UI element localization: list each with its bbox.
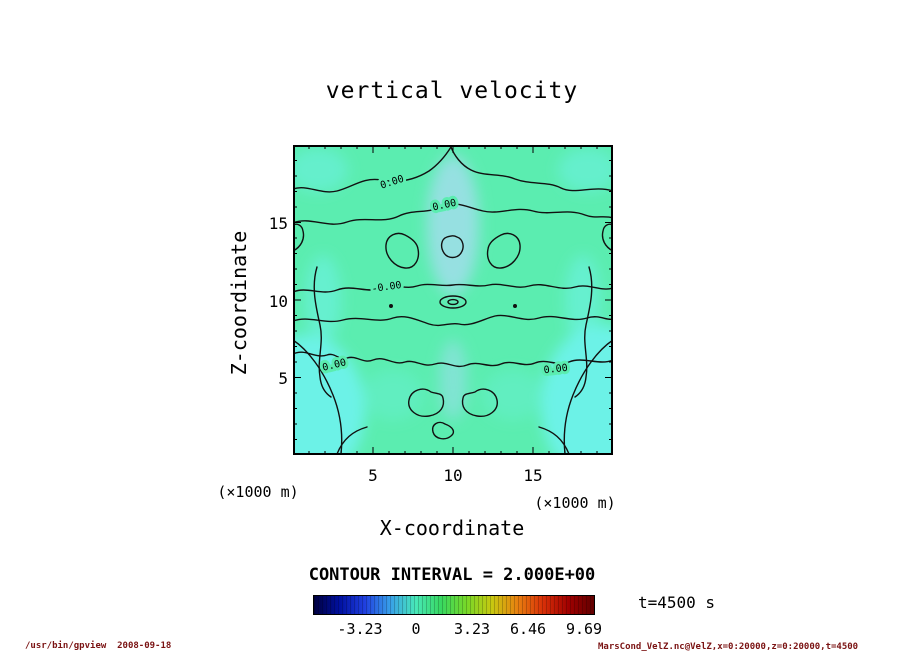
y-tick-label-5: 5 [278,369,288,388]
x-axis-label: X-coordinate [379,516,525,540]
x-tick-label-10: 10 [443,466,463,485]
contour-plot: 0.00 0.00 -0.00 0.00 0.00 [293,145,613,455]
colorbar [313,595,595,615]
colorbar-tick-0: -3.23 [337,620,383,638]
y-axis-label: Z-coordinate [227,230,251,376]
colorbar-tick-4: 9.69 [565,620,603,638]
y-tick-label-10: 10 [268,292,288,311]
y-axis-unit: (×1000 m) [217,483,299,501]
x-tick-label-5: 5 [368,466,378,485]
x-axis-unit: (×1000 m) [534,494,616,512]
contour-interval-label: CONTOUR INTERVAL = 2.000E+00 [308,565,596,585]
plot-title: vertical velocity [325,78,579,104]
colorbar-tick-2: 3.23 [453,620,491,638]
footer-datafile: MarsCond_VelZ.nc@VelZ,x=0:20000,z=0:2000… [598,642,859,652]
x-tick-label-15: 15 [523,466,543,485]
time-label: t=4500 s [638,593,716,612]
colorbar-tick-3: 6.46 [509,620,547,638]
y-tick-label-15: 15 [268,214,288,233]
plot-frame [293,145,613,455]
colorbar-tick-1: 0 [411,620,421,638]
footer-command: /usr/bin/gpview 2008-09-18 [25,641,172,651]
